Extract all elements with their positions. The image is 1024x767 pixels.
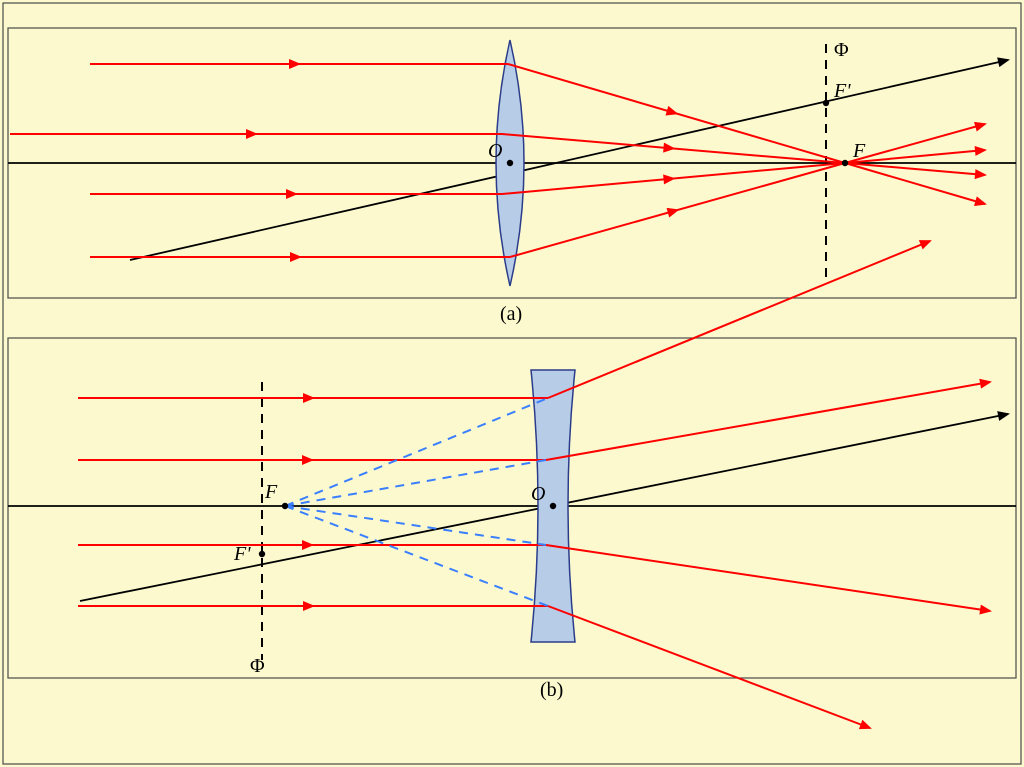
- label-O-a: O: [488, 140, 502, 162]
- phi-label-a: Φ: [834, 39, 849, 61]
- label-F-a: F: [852, 140, 866, 162]
- point-O-a: [507, 160, 513, 166]
- label-Fp-b: F': [233, 543, 251, 565]
- caption-b: (b): [540, 679, 563, 701]
- label-F-b: F: [264, 481, 278, 503]
- point-Fp-a: [823, 100, 829, 106]
- point-O-b: [550, 503, 556, 509]
- point-Fp-b: [259, 551, 265, 557]
- label-Fp-a: F': [833, 80, 851, 102]
- caption-a: (a): [500, 303, 522, 325]
- point-F-b: [282, 503, 288, 509]
- label-O-b: O: [531, 483, 545, 505]
- phi-label-b: Φ: [250, 655, 265, 677]
- point-F-a: [842, 160, 848, 166]
